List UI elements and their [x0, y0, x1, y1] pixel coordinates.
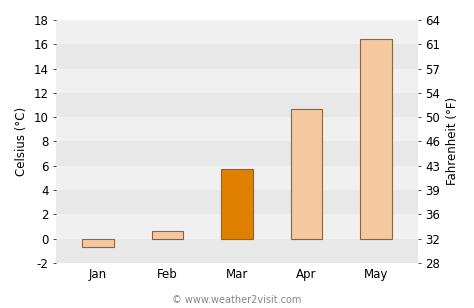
Text: © www.weather2visit.com: © www.weather2visit.com — [173, 295, 301, 305]
Bar — [56, 44, 418, 69]
Bar — [56, 69, 418, 93]
Bar — [56, 238, 418, 263]
Bar — [56, 117, 418, 141]
Bar — [56, 190, 418, 214]
Bar — [56, 93, 418, 117]
Bar — [152, 231, 183, 238]
Bar — [56, 141, 418, 166]
Bar — [291, 109, 322, 238]
Bar — [360, 39, 392, 238]
Y-axis label: Celsius (°C): Celsius (°C) — [15, 107, 28, 176]
Bar — [56, 166, 418, 190]
Bar — [221, 169, 253, 238]
Bar — [56, 20, 418, 44]
Bar — [56, 214, 418, 238]
Y-axis label: Fahrenheit (°F): Fahrenheit (°F) — [446, 97, 459, 185]
Bar — [82, 238, 114, 247]
